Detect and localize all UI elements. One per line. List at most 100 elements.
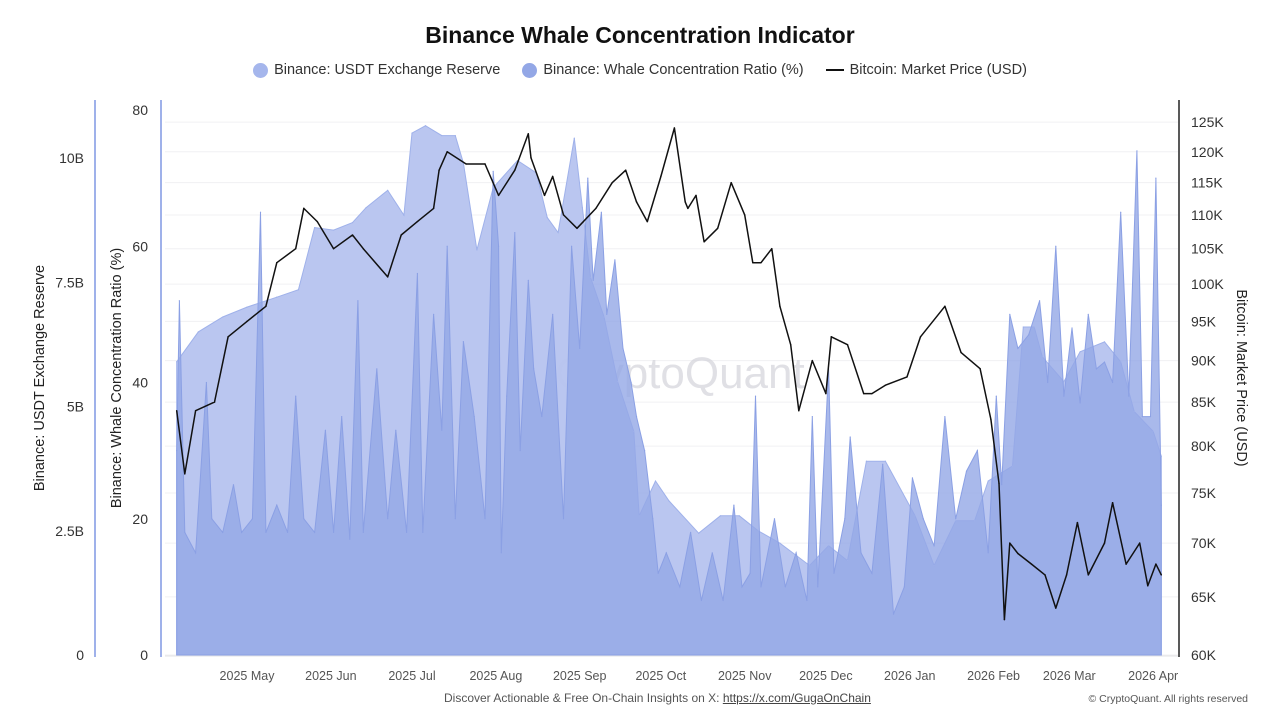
point-usdt-reserve [176,361,178,363]
point-btc-price [730,181,732,184]
point-btc-price [798,410,800,412]
point-btc-price [416,220,419,223]
point-usdt-reserve [441,135,443,137]
y-tick-label-btc: 95K [1191,313,1217,329]
y-tick-label-btc: 120K [1191,144,1224,160]
point-whale-ratio [441,429,443,431]
point-whale-ratio [211,518,213,520]
point-whale-ratio [1149,415,1152,418]
point-usdt-reserve [332,229,335,231]
point-whale-ratio [1160,504,1162,506]
y-tick-label-usdt: 0 [76,647,84,663]
point-usdt-reserve [616,381,619,383]
point-btc-price [673,127,676,129]
point-btc-price [227,336,229,338]
point-usdt-reserve [365,207,367,209]
point-whale-ratio [1071,327,1073,329]
point-btc-price [527,133,530,135]
y-tick-label-btc: 110K [1191,207,1223,223]
point-whale-ratio [844,518,846,520]
legend-marker-usdt-reserve [253,62,269,78]
legend-item-btc-price[interactable]: Bitcoin: Market Price (USD) [825,62,1027,78]
point-whale-ratio [527,279,529,281]
point-usdt-reserve [222,316,224,318]
point-usdt-reserve [1160,455,1162,457]
point-btc-price [1009,542,1011,544]
point-whale-ratio [1028,334,1030,336]
point-btc-price [960,351,962,354]
point-whale-ratio [860,552,862,554]
point-whale-ratio [286,531,289,533]
point-whale-ratio [387,518,389,520]
point-btc-price [265,305,267,307]
point-usdt-reserve [1103,341,1106,343]
point-whale-ratio [1095,368,1097,370]
point-usdt-reserve [387,189,389,191]
point-whale-ratio [314,531,316,533]
point-whale-ratio [657,572,659,574]
point-whale-ratio [395,429,397,431]
point-whale-ratio [519,450,521,452]
point-whale-ratio [1017,347,1019,350]
point-btc-price [752,261,754,264]
point-btc-price [213,401,216,403]
y-tick-label-btc: 100K [1191,276,1224,292]
point-usdt-reserve [1133,410,1135,413]
point-btc-price [1160,574,1162,576]
point-usdt-reserve [1152,430,1154,432]
point-whale-ratio [630,381,632,384]
y-tick-label-usdt: 2.5B [55,523,84,539]
point-btc-price [1017,552,1019,555]
point-usdt-reserve [846,559,849,562]
legend-item-whale-ratio[interactable]: Binance: Whale Concentration Ratio (%) [522,62,804,78]
point-usdt-reserve [974,520,976,522]
point-btc-price [1055,607,1057,609]
point-usdt-reserve [698,532,700,534]
point-usdt-reserve [1120,361,1122,363]
point-usdt-reserve [668,500,670,502]
point-whale-ratio [205,381,208,384]
point-whale-ratio [911,477,914,479]
point-whale-ratio [473,415,475,418]
point-btc-price [562,214,565,216]
point-usdt-reserve [1022,326,1024,328]
point-whale-ratio [552,313,554,315]
x-tick-label: 2025 Nov [718,669,772,683]
point-usdt-reserve [955,520,957,522]
x-tick-label: 2025 Jun [305,669,356,683]
point-usdt-reserve [738,515,740,517]
point-btc-price [465,163,467,165]
point-btc-price [1103,542,1106,544]
y-tick-label-ratio: 0 [140,647,148,663]
point-btc-price [400,234,402,236]
point-btc-price [990,418,992,421]
point-btc-price [1155,563,1157,565]
point-whale-ratio [178,300,180,302]
y-tick-label-btc: 70K [1191,535,1217,551]
footer-link[interactable]: https://x.com/GugaOnChain [722,691,871,705]
point-btc-price [695,194,697,197]
y-tick-label-ratio: 40 [132,375,148,391]
point-whale-ratio [773,518,776,520]
point-usdt-reserve [589,276,592,278]
point-whale-ratio [817,586,819,588]
point-usdt-reserve [557,231,559,234]
point-btc-price [276,261,278,264]
point-usdt-reserve [1079,351,1081,353]
point-btc-price [1111,502,1114,504]
point-whale-ratio [700,599,703,602]
point-whale-ratio [995,395,997,397]
point-whale-ratio [514,232,516,234]
point-btc-price [530,157,532,159]
point-btc-price [446,151,448,153]
point-btc-price [1147,585,1149,587]
point-btc-price [1076,521,1079,524]
point-whale-ratio [357,300,359,302]
point-whale-ratio [422,531,424,533]
point-whale-ratio [741,586,743,588]
legend-item-usdt-reserve[interactable]: Binance: USDT Exchange Reserve [253,62,500,78]
footer: Discover Actionable & Free On-Chain Insi… [444,691,871,705]
btc-price-series [175,127,1162,621]
point-whale-ratio [922,518,924,520]
point-btc-price [906,376,908,378]
